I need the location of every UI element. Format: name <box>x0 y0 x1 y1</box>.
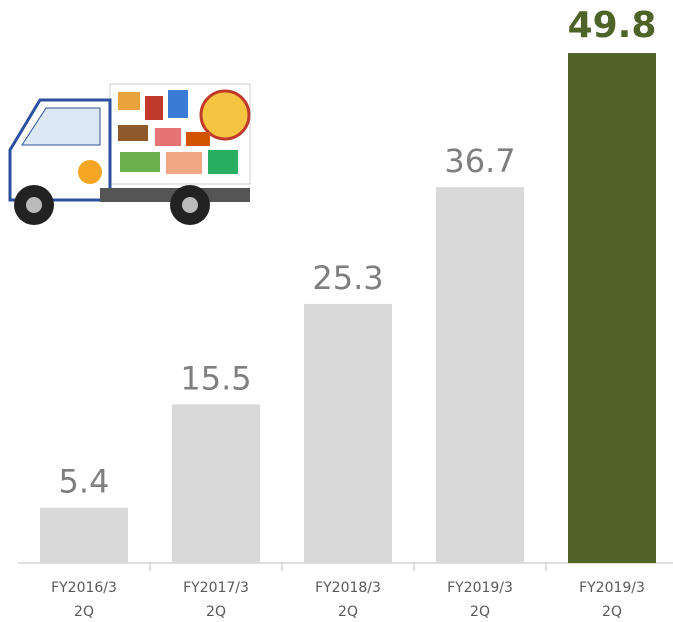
x-tick-label: FY2018/3 <box>315 580 381 596</box>
value-label: 5.4 <box>59 463 110 501</box>
truck-illustration <box>8 83 251 225</box>
x-tick-label: 2Q <box>74 604 94 620</box>
bar <box>568 53 656 563</box>
value-label: 36.7 <box>444 142 515 180</box>
x-tick-label: FY2019/3 <box>447 580 513 596</box>
x-tick-label: 2Q <box>338 604 358 620</box>
value-label: 25.3 <box>312 259 383 297</box>
x-tick-label: FY2017/3 <box>183 580 249 596</box>
bar <box>304 303 392 563</box>
x-tick-label: FY2016/3 <box>51 580 117 596</box>
x-tick-label: 2Q <box>206 604 226 620</box>
bar <box>40 507 128 563</box>
value-label: 49.8 <box>568 5 657 46</box>
bar <box>436 187 524 563</box>
x-tick-label: 2Q <box>602 604 622 620</box>
x-tick-label: 2Q <box>470 604 490 620</box>
value-label: 15.5 <box>180 359 251 397</box>
bar <box>172 404 260 563</box>
x-tick-label: FY2019/3 <box>579 580 645 596</box>
